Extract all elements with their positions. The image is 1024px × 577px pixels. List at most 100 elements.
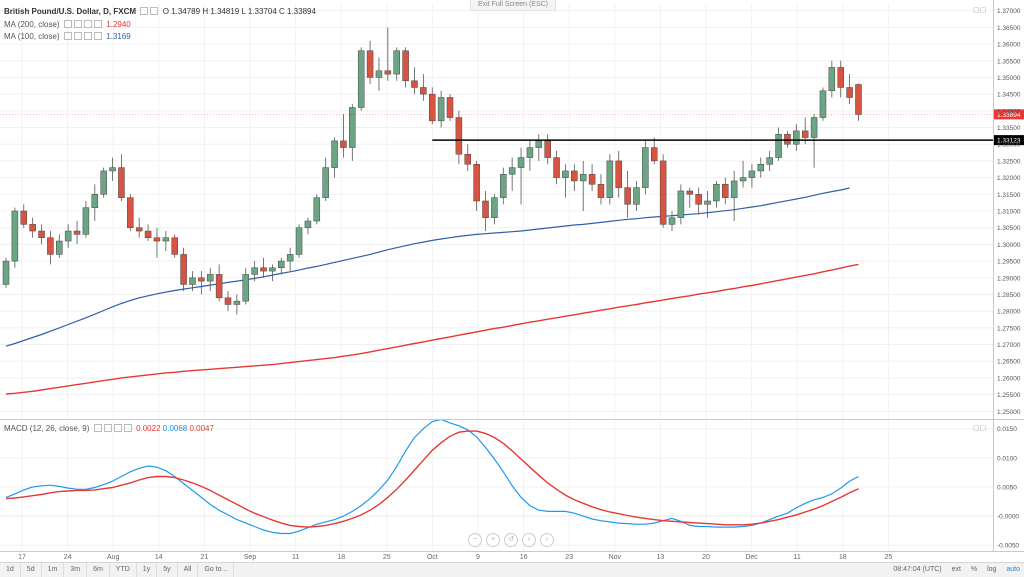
candle-body [588,174,596,185]
time-tick-label: 13 [657,554,665,561]
close-icon[interactable] [83,20,92,28]
scroll-left-icon[interactable]: ‹ [522,533,536,547]
eye-icon[interactable] [63,32,72,40]
zoom-out-icon[interactable]: − [468,533,482,547]
candle-body [837,67,844,88]
more-icon[interactable] [93,20,102,28]
price-tick-label: 1.27500 [997,325,1021,332]
eye-icon[interactable] [140,7,149,15]
candle-body [793,130,800,145]
candle [437,90,445,128]
more-icon[interactable] [93,32,102,40]
auto-toggle[interactable]: auto [1006,566,1020,573]
candle-body [47,237,54,255]
macd-tick-label: 0.0050 [997,484,1017,491]
time-tick-label: 18 [337,554,345,561]
candle-body [269,267,276,272]
timeframe-all[interactable]: All [178,563,199,577]
gear-icon[interactable] [73,32,82,40]
candle [242,267,250,305]
horizontal-line[interactable]: 1.33123 1.33894 [0,109,1024,146]
timeframe-1d[interactable]: 1d [0,563,21,577]
reset-icon[interactable]: ↺ [504,533,518,547]
price-tick-label: 1.35000 [997,75,1021,82]
timeframe-5y[interactable]: 5y [157,563,178,577]
zoom-in-icon[interactable]: + [486,533,500,547]
candle [56,234,63,258]
timeframe-ytd[interactable]: YTD [110,563,137,577]
candle [109,157,116,181]
ohlc-high: H 1.34819 [202,7,240,16]
candle-body [402,50,409,82]
candle [286,247,294,272]
candle [384,27,392,81]
candle [828,60,836,98]
timeframe-1y[interactable]: 1y [137,563,158,577]
timeframe-1m[interactable]: 1m [42,563,65,577]
go-to-button[interactable]: Go to... [198,563,235,577]
scroll-right-icon[interactable]: › [540,533,554,547]
candle-body [38,230,45,238]
timeframe-5d[interactable]: 5d [21,563,42,577]
timeframe-3m[interactable]: 3m [64,563,88,577]
candle [82,200,90,238]
candle-body [677,190,685,218]
candle [357,47,365,111]
gear-icon[interactable] [73,20,82,28]
candle [144,224,152,242]
candle [198,271,205,295]
candle [73,221,81,245]
ext-toggle[interactable]: ext [951,566,961,573]
price-tick-label: 1.34500 [997,92,1021,99]
price-tick-label: 1.31000 [997,209,1021,216]
more-icon[interactable] [123,424,132,432]
candle-body [162,237,170,242]
candle [739,160,747,188]
candle-body [109,167,116,172]
pane-maximize-icon[interactable]: ▢▢ [973,7,987,14]
eye-icon[interactable] [63,20,72,28]
ma200-label: MA (200, close) [4,20,60,29]
macd-pane-maximize-icon[interactable]: ▢▢ [973,425,987,432]
time-tick-label: 16 [520,554,528,561]
candle-body [757,164,765,172]
candle-body [828,67,836,92]
gear-icon[interactable] [150,7,159,15]
candle-body [29,224,36,232]
candle [473,160,480,211]
candle [553,150,560,185]
candle [535,134,543,161]
time-tick-label: Nov [609,554,622,561]
candle-body [642,147,649,188]
close-icon[interactable] [83,32,92,40]
candle [633,180,640,211]
ma100-legend: MA (100, close) 1.3169 [4,32,131,42]
timeframe-6m[interactable]: 6m [87,563,110,577]
gear-icon[interactable] [103,424,112,432]
candle-body [180,254,187,285]
log-toggle[interactable]: log [987,566,997,573]
candle-body [535,140,543,148]
candle [340,114,347,158]
candle-body [278,260,285,269]
candle [686,187,694,208]
candle-body [144,230,152,238]
candle-body [357,50,365,108]
time-tick-label: 17 [18,554,26,561]
candle [837,60,844,98]
exit-fullscreen-button[interactable]: Exit Full Screen (ESC) [470,0,556,11]
eye-icon[interactable] [93,424,102,432]
candle-body [766,157,773,165]
ma200-series [5,263,859,395]
candle [757,157,765,178]
candle [597,174,605,205]
percent-toggle[interactable]: % [970,566,978,573]
candle-body [73,230,81,235]
candle [313,194,321,225]
candle [11,207,19,268]
candle [793,124,800,151]
candle-body [686,190,694,195]
close-icon[interactable] [113,424,122,432]
candle [411,67,418,95]
